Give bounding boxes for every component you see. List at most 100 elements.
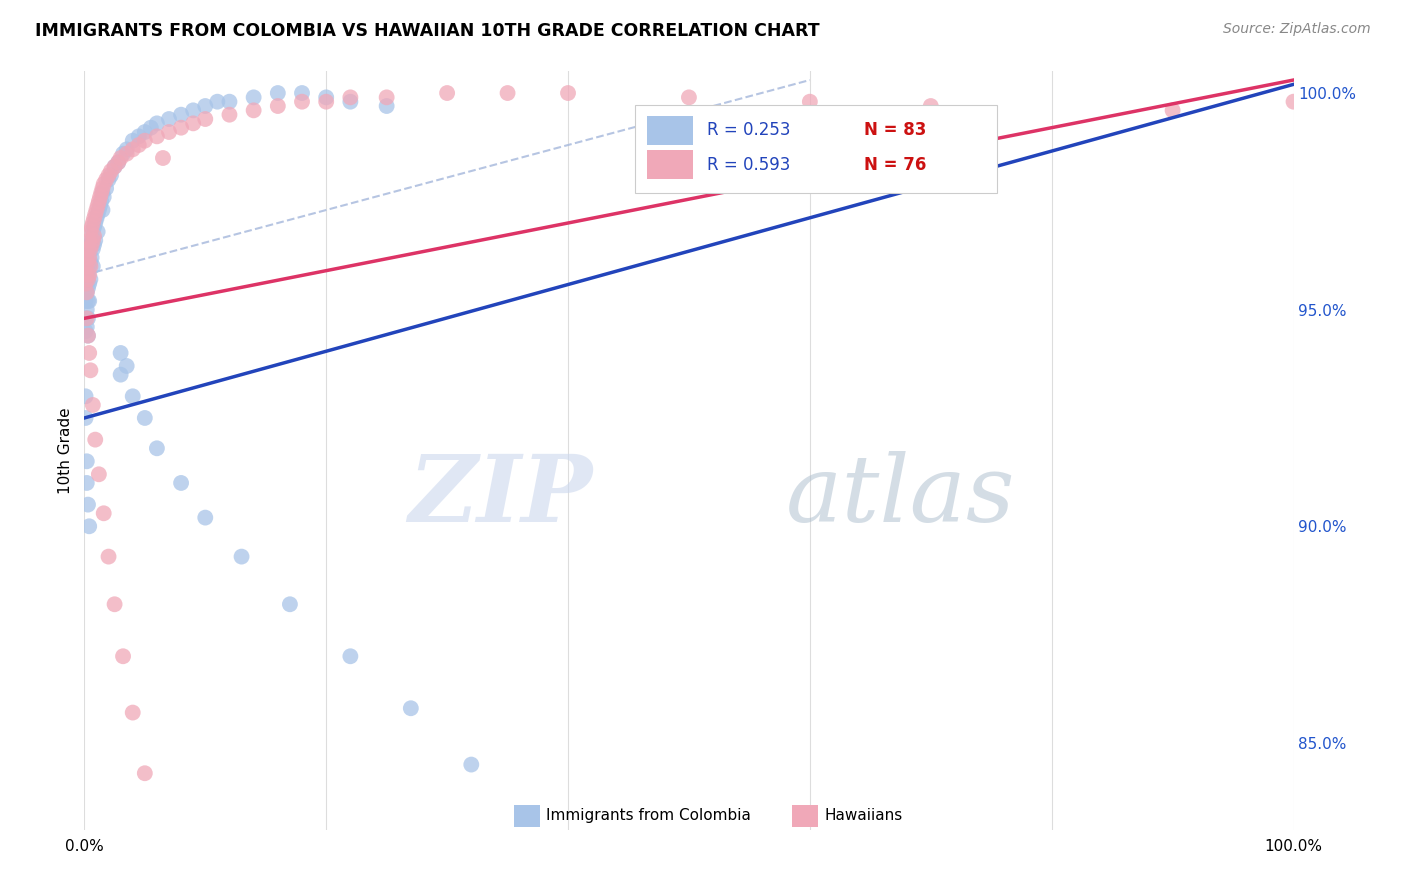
Point [678, 90, 700, 104]
Point [291, 95, 314, 109]
Point [242, 103, 264, 118]
Point [91, 181, 114, 195]
FancyBboxPatch shape [634, 105, 997, 193]
Point [134, 766, 156, 780]
Point [76, 272, 98, 286]
Point [84, 233, 107, 247]
Point [82, 398, 104, 412]
Point [194, 112, 217, 126]
Point [79, 272, 101, 286]
Point [557, 86, 579, 100]
Point [76, 311, 98, 326]
Point [75, 324, 97, 338]
Point [107, 155, 129, 169]
Point [77, 293, 100, 308]
Point [89, 199, 111, 213]
Text: Immigrants from Colombia: Immigrants from Colombia [547, 808, 751, 823]
Text: R = 0.593: R = 0.593 [707, 155, 790, 174]
Point [97, 172, 120, 186]
Point [75, 411, 97, 425]
Point [496, 86, 519, 100]
Point [89, 190, 111, 204]
Point [77, 328, 100, 343]
Text: N = 76: N = 76 [865, 155, 927, 174]
Point [375, 90, 398, 104]
Point [107, 155, 129, 169]
Point [267, 86, 290, 100]
Point [75, 293, 97, 308]
Point [139, 120, 162, 135]
Point [157, 125, 180, 139]
Point [82, 260, 104, 274]
Point [121, 142, 143, 156]
Point [339, 95, 361, 109]
Point [77, 251, 100, 265]
Point [97, 169, 120, 183]
Point [242, 90, 264, 104]
Point [920, 99, 942, 113]
Point [77, 268, 100, 282]
Point [112, 146, 135, 161]
Point [80, 220, 103, 235]
Point [87, 194, 110, 209]
Point [110, 346, 132, 360]
Point [104, 160, 127, 174]
Point [128, 138, 150, 153]
Point [278, 597, 301, 611]
Point [77, 233, 100, 247]
Point [84, 207, 107, 221]
FancyBboxPatch shape [647, 150, 693, 179]
Point [181, 103, 204, 118]
Point [77, 246, 100, 260]
Point [77, 311, 100, 326]
Point [339, 649, 361, 664]
Point [77, 498, 100, 512]
Text: Source: ZipAtlas.com: Source: ZipAtlas.com [1223, 22, 1371, 37]
Point [87, 202, 110, 217]
Text: IMMIGRANTS FROM COLOMBIA VS HAWAIIAN 10TH GRADE CORRELATION CHART: IMMIGRANTS FROM COLOMBIA VS HAWAIIAN 10T… [35, 22, 820, 40]
Point [75, 281, 97, 295]
Point [267, 99, 290, 113]
Point [86, 202, 108, 217]
Point [1282, 95, 1305, 109]
Point [170, 888, 193, 892]
Point [104, 160, 127, 174]
Point [76, 268, 98, 282]
Point [76, 454, 98, 468]
Point [79, 255, 101, 269]
Point [152, 151, 174, 165]
Point [460, 757, 482, 772]
Point [80, 237, 103, 252]
Point [146, 442, 169, 456]
Point [97, 549, 120, 564]
Point [121, 134, 143, 148]
Point [77, 268, 100, 282]
Point [77, 251, 100, 265]
Point [157, 112, 180, 126]
Point [115, 146, 138, 161]
Point [146, 116, 169, 130]
Point [77, 260, 100, 274]
Text: ZIP: ZIP [408, 451, 592, 541]
Point [1161, 103, 1184, 118]
Text: atlas: atlas [786, 451, 1015, 541]
Point [94, 181, 117, 195]
Point [170, 475, 193, 490]
Point [83, 229, 105, 244]
FancyBboxPatch shape [647, 116, 693, 145]
Point [75, 311, 97, 326]
Point [86, 207, 108, 221]
Point [152, 831, 174, 846]
Point [375, 99, 398, 113]
Point [91, 186, 114, 200]
Point [339, 90, 361, 104]
Y-axis label: 10th Grade: 10th Grade [58, 407, 73, 494]
Point [77, 328, 100, 343]
Point [799, 95, 821, 109]
Point [79, 260, 101, 274]
Point [79, 225, 101, 239]
Point [93, 506, 115, 520]
Point [218, 95, 240, 109]
Point [76, 285, 98, 300]
Point [86, 225, 108, 239]
